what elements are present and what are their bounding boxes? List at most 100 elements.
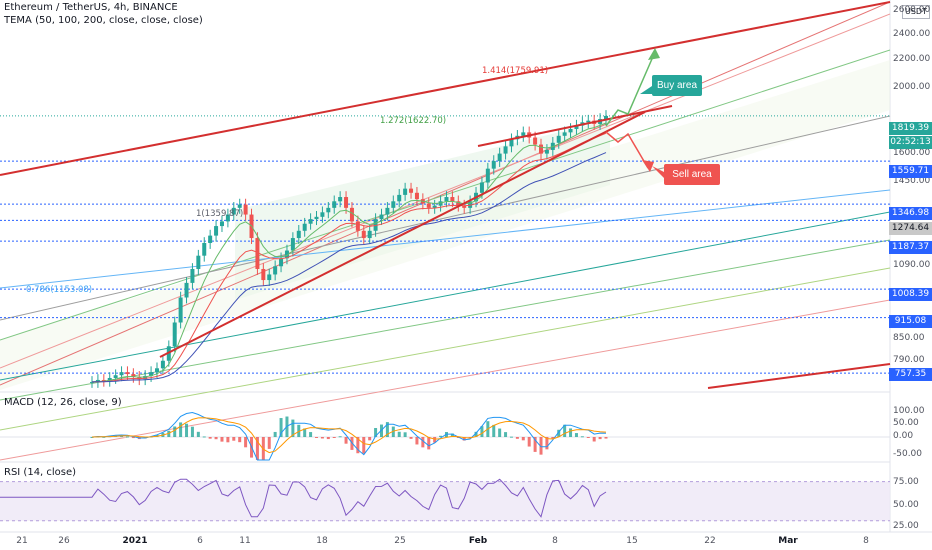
price-label: 1274.64 — [889, 222, 932, 235]
macd-histogram-bar — [303, 428, 307, 437]
price-tick: 2200.00 — [893, 54, 931, 65]
rsi-band — [0, 481, 890, 521]
macd-label: MACD (12, 26, close, 9) — [4, 397, 122, 408]
candle-body — [113, 375, 118, 378]
fib-channel-line — [0, 13, 891, 369]
fib-channel-line — [0, 115, 891, 321]
price-tick: 850.00 — [893, 333, 925, 344]
macd-histogram-bar — [521, 437, 525, 441]
macd-histogram-bar — [391, 426, 395, 437]
macd-histogram-bar — [385, 422, 389, 437]
macd-histogram-bar — [255, 437, 259, 460]
macd-histogram-bar — [173, 426, 177, 437]
candle-body — [385, 207, 390, 215]
tema-line — [91, 132, 607, 383]
fib-channel-line — [0, 49, 891, 341]
candle-body — [137, 376, 142, 380]
macd-tick: 100.00 — [893, 406, 925, 416]
macd-histogram-bar — [580, 436, 584, 438]
currency-badge[interactable]: USDT — [902, 5, 930, 19]
macd-histogram-bar — [574, 433, 578, 437]
candle-body — [456, 201, 461, 206]
candle-body — [485, 168, 490, 183]
candle-body — [243, 204, 248, 215]
macd-histogram-bar — [539, 437, 543, 455]
price-label: 1008.39 — [889, 288, 932, 301]
candle-body — [568, 128, 573, 133]
candle-body — [314, 216, 319, 220]
macd-histogram-bar — [220, 437, 224, 442]
sell-area-callout: Sell area — [664, 164, 720, 185]
macd-histogram-bar — [315, 437, 319, 438]
price-tick: 2600.00 — [893, 5, 931, 16]
candle-body — [491, 161, 496, 169]
price-label: 1346.98 — [889, 207, 932, 220]
fib-channel-line — [0, 211, 891, 381]
macd-histogram-bar — [492, 424, 496, 437]
buy-arrowhead — [648, 48, 660, 60]
candle-body — [267, 274, 272, 281]
candle-body — [302, 223, 307, 231]
macd-histogram-bar — [533, 437, 537, 452]
macd-histogram-bar — [427, 437, 431, 450]
macd-histogram-bar — [403, 432, 407, 437]
candle-body — [284, 250, 289, 259]
candle-body — [432, 205, 437, 208]
candle-body — [261, 268, 266, 281]
candle-body — [273, 266, 278, 275]
price-label: 915.08 — [889, 315, 932, 328]
candle-body — [539, 144, 544, 154]
macd-histogram-bar — [238, 437, 242, 443]
candle-body — [344, 197, 349, 208]
time-tick: 8 — [863, 536, 869, 546]
price-tick: 1450.00 — [893, 176, 931, 187]
candle-body — [101, 379, 106, 381]
candle-body — [409, 188, 414, 193]
macd-histogram-bar — [279, 418, 283, 437]
macd-histogram-bar — [592, 437, 596, 442]
macd-histogram-bar — [604, 437, 608, 439]
candle-body — [497, 153, 502, 162]
macd-line — [91, 411, 607, 461]
macd-histogram-bar — [232, 437, 236, 441]
macd-histogram-bar — [527, 437, 531, 447]
macd-histogram-bar — [332, 437, 336, 438]
candle-body — [320, 212, 325, 217]
candle-body — [391, 201, 396, 208]
price-label: 1819.39 — [889, 122, 932, 135]
time-tick: 26 — [58, 536, 70, 546]
macd-histogram-bar — [190, 426, 194, 437]
macd-histogram-bar — [569, 428, 573, 437]
price-label: 1559.71 — [889, 165, 932, 178]
candle-body — [604, 115, 608, 120]
time-tick: 22 — [704, 536, 716, 546]
macd-histogram-bar — [179, 422, 183, 437]
price-label: 757.35 — [889, 368, 932, 381]
candle-body — [219, 221, 224, 227]
macd-histogram-bar — [362, 437, 366, 454]
fib-channel-line — [0, 189, 891, 289]
macd-histogram-bar — [545, 437, 549, 450]
candle-body — [290, 238, 295, 251]
fib-level-label: 1(1359.87) — [196, 209, 244, 219]
macd-histogram-bar — [214, 437, 218, 440]
macd-histogram-bar — [586, 437, 590, 438]
candle-body — [426, 203, 431, 208]
buy-projection — [605, 51, 656, 127]
candle-body — [562, 132, 567, 136]
macd-histogram-bar — [338, 436, 342, 438]
sell-arrowhead — [642, 160, 654, 172]
candle-body — [160, 360, 165, 369]
trend-line-resistance — [477, 105, 673, 147]
tema-line — [91, 122, 607, 383]
candle-body — [397, 194, 402, 202]
macd-histogram-bar — [515, 437, 519, 439]
price-label: 02:52:13 — [889, 136, 932, 149]
fib-channel-line — [0, 267, 891, 431]
candle-body — [237, 204, 242, 208]
candle-body — [521, 132, 526, 136]
macd-histogram-bar — [244, 437, 248, 448]
price-tick: 790.00 — [893, 354, 925, 365]
macd-histogram-bar — [185, 423, 189, 437]
macd-histogram-bar — [273, 431, 277, 437]
